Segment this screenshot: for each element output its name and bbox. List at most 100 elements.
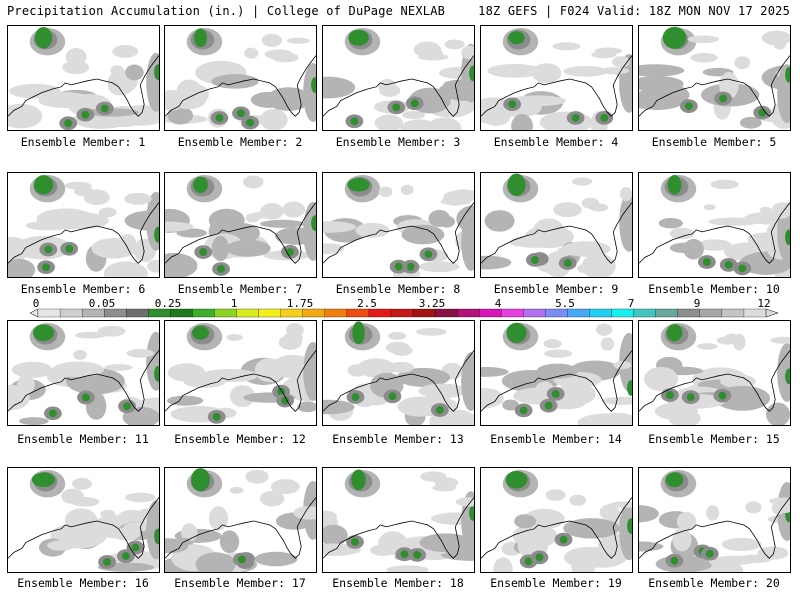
precip-shade bbox=[259, 490, 285, 507]
precip-core bbox=[82, 393, 90, 402]
precip-core bbox=[758, 108, 767, 117]
precip-core bbox=[551, 389, 560, 398]
ensemble-map-panel bbox=[7, 467, 160, 573]
precip-shade bbox=[323, 221, 357, 233]
precip-shade bbox=[271, 52, 299, 63]
precip-shade bbox=[591, 51, 617, 59]
colorbar-swatch bbox=[589, 308, 613, 318]
precip-core bbox=[351, 538, 359, 546]
precip-shade bbox=[397, 396, 443, 417]
colorbar-tick-label: 0 bbox=[32, 297, 40, 310]
map-geography bbox=[8, 55, 159, 117]
precip-core bbox=[121, 552, 130, 561]
precip-shade bbox=[508, 238, 545, 247]
precip-shade bbox=[225, 239, 271, 257]
colorbar-swatch bbox=[743, 308, 767, 318]
colorbar-tick-label: 3.25 bbox=[418, 297, 446, 310]
precip-core bbox=[32, 324, 55, 342]
map-svg bbox=[639, 26, 790, 129]
precip-shade bbox=[418, 383, 467, 399]
precip-shade bbox=[245, 469, 269, 484]
precip-shade bbox=[97, 325, 126, 337]
precip-shade bbox=[771, 202, 790, 219]
precip-shade bbox=[561, 241, 611, 257]
precip-shade bbox=[563, 66, 609, 77]
ensemble-map-panel bbox=[322, 320, 475, 426]
precip-shade bbox=[323, 510, 338, 522]
ensemble-member-label: Ensemble Member: 11 bbox=[17, 432, 149, 446]
map-geography bbox=[165, 55, 316, 117]
precip-shade bbox=[176, 228, 208, 238]
colorbar-tick-label: 0.05 bbox=[88, 297, 116, 310]
precip-shade bbox=[669, 227, 695, 240]
precip-shade bbox=[683, 238, 704, 260]
ensemble-member-label: Ensemble Member: 18 bbox=[332, 576, 464, 590]
precip-shade bbox=[244, 47, 259, 59]
precip-core bbox=[311, 77, 316, 93]
precip-shade bbox=[355, 222, 390, 238]
precip-shade bbox=[107, 77, 133, 96]
precip-core bbox=[31, 472, 56, 487]
precip-shade bbox=[552, 42, 581, 51]
colorbar-tick-label: 1.75 bbox=[286, 297, 314, 310]
precip-shade bbox=[11, 361, 53, 379]
precip-shade bbox=[511, 114, 533, 130]
precip-core bbox=[217, 265, 226, 273]
colorbar-tick-label: 9 bbox=[693, 297, 701, 310]
precip-shade bbox=[613, 360, 632, 370]
precip-shade bbox=[644, 366, 679, 392]
colorbar-tick-label: 2.5 bbox=[357, 297, 377, 310]
precip-shade bbox=[658, 218, 683, 229]
precip-shade bbox=[226, 334, 243, 341]
precip-core bbox=[351, 469, 366, 491]
precip-core bbox=[544, 401, 553, 410]
colorbar-swatch bbox=[192, 308, 215, 318]
precip-core bbox=[285, 247, 294, 256]
precip-shade bbox=[167, 363, 206, 382]
map-geography bbox=[481, 497, 632, 559]
precip-shade bbox=[514, 514, 537, 529]
precip-shade bbox=[211, 74, 259, 89]
precip-core bbox=[667, 174, 682, 195]
precip-shade bbox=[737, 554, 773, 563]
colorbar-swatch bbox=[81, 308, 105, 318]
precip-shade bbox=[52, 361, 105, 378]
map-geography bbox=[481, 350, 632, 412]
precip-shade bbox=[36, 208, 95, 230]
ensemble-member-label: Ensemble Member: 20 bbox=[648, 576, 780, 590]
precip-core bbox=[351, 393, 360, 401]
precip-shade bbox=[676, 512, 697, 532]
precip-shade bbox=[260, 219, 305, 228]
precip-shade bbox=[493, 557, 513, 572]
precip-core bbox=[519, 406, 528, 415]
precip-shade bbox=[378, 78, 397, 93]
precip-core bbox=[469, 505, 474, 521]
precip-shade bbox=[385, 341, 410, 354]
precip-shade bbox=[554, 383, 596, 406]
precip-shade bbox=[75, 331, 106, 339]
precip-shade bbox=[539, 111, 594, 130]
precip-shade bbox=[261, 33, 282, 47]
precip-shade bbox=[303, 63, 316, 122]
precip-shade bbox=[639, 541, 664, 552]
map-geography bbox=[639, 497, 790, 559]
colorbar-swatch bbox=[59, 308, 83, 318]
precip-shade bbox=[443, 190, 467, 206]
precip-shade bbox=[745, 501, 762, 514]
precip-core bbox=[212, 412, 221, 421]
precip-core bbox=[246, 118, 255, 127]
colorbar-swatch bbox=[236, 308, 260, 318]
precip-core bbox=[524, 557, 533, 566]
ensemble-member-label: Ensemble Member: 2 bbox=[177, 135, 303, 149]
precip-shade bbox=[487, 63, 543, 78]
precip-shade bbox=[481, 366, 509, 377]
precip-shade bbox=[61, 488, 85, 504]
map-geography bbox=[165, 202, 316, 264]
colorbar-swatch bbox=[37, 308, 61, 318]
precip-shade bbox=[639, 505, 659, 523]
precip-shade bbox=[323, 524, 348, 546]
precip-shade bbox=[417, 53, 449, 61]
precip-shade bbox=[73, 349, 87, 360]
precip-core bbox=[215, 114, 224, 122]
precip-shade bbox=[8, 103, 43, 129]
